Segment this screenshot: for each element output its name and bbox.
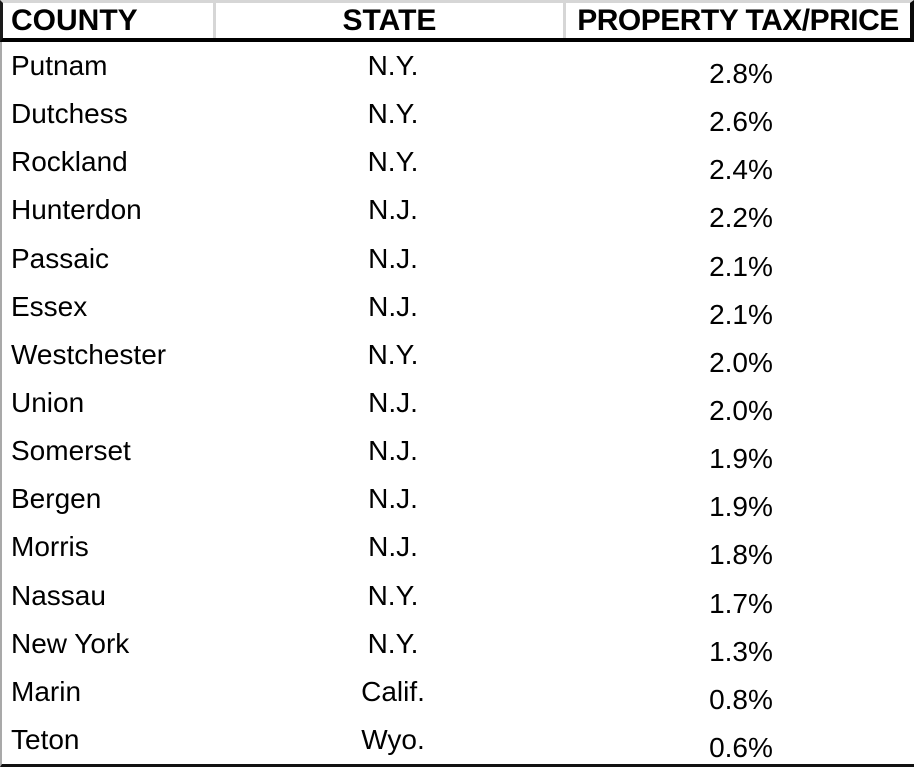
- county-cell: Essex: [11, 290, 88, 322]
- state-cell: N.J.: [368, 387, 418, 419]
- county-cell: Marin: [11, 675, 82, 707]
- table-header-row: COUNTY STATE PROPERTY TAX/PRICE: [0, 0, 914, 42]
- county-cell: Bergen: [11, 483, 102, 515]
- table-row: Teton Wyo. 0.6%: [2, 716, 914, 764]
- state-cell: N.Y.: [367, 627, 419, 659]
- table-row: Passaic N.J. 2.1%: [2, 235, 914, 283]
- county-cell: Westchester: [11, 338, 167, 370]
- county-cell: Putnam: [11, 50, 108, 82]
- table-row: Hunterdon N.J. 2.2%: [2, 186, 914, 234]
- state-cell: Calif.: [361, 675, 425, 707]
- county-cell: Passaic: [11, 242, 110, 274]
- state-cell: N.Y.: [367, 146, 419, 178]
- property-tax-price-cell: 1.9%: [709, 443, 773, 475]
- property-tax-price-cell: 2.0%: [709, 346, 773, 378]
- property-tax-price-cell: 2.1%: [709, 250, 773, 282]
- table-body: Putnam N.Y. 2.8% Dutchess N.Y. 2.6% Rock…: [0, 42, 914, 767]
- table-row: Putnam N.Y. 2.8%: [2, 42, 914, 90]
- column-header-county: COUNTY: [3, 3, 216, 38]
- table-row: Westchester N.Y. 2.0%: [2, 331, 914, 379]
- state-cell: N.J.: [368, 483, 418, 515]
- state-cell: N.J.: [368, 531, 418, 563]
- county-cell: New York: [11, 627, 130, 659]
- county-cell: Morris: [11, 531, 89, 563]
- state-cell: N.Y.: [367, 579, 419, 611]
- table-row: Bergen N.J. 1.9%: [2, 475, 914, 523]
- table-row: Rockland N.Y. 2.4%: [2, 138, 914, 186]
- county-cell: Teton: [11, 724, 80, 756]
- property-tax-price-cell: 0.8%: [709, 683, 773, 715]
- property-tax-price-cell: 2.4%: [709, 154, 773, 186]
- column-header-property-tax-price: PROPERTY TAX/PRICE: [577, 3, 899, 37]
- county-cell: Somerset: [11, 435, 131, 467]
- property-tax-price-cell: 2.6%: [709, 106, 773, 138]
- state-cell: N.J.: [368, 194, 418, 226]
- table-row: Dutchess N.Y. 2.6%: [2, 90, 914, 138]
- property-tax-price-cell: 1.9%: [709, 491, 773, 523]
- table-row: Morris N.J. 1.8%: [2, 523, 914, 571]
- property-tax-price-cell: 2.2%: [709, 202, 773, 234]
- county-cell: Dutchess: [11, 98, 128, 130]
- state-cell: N.Y.: [367, 98, 419, 130]
- table-row: Union N.J. 2.0%: [2, 379, 914, 427]
- county-cell: Union: [11, 387, 85, 419]
- property-tax-price-cell: 0.6%: [709, 732, 773, 764]
- table-row: Marin Calif. 0.8%: [2, 668, 914, 716]
- state-cell: N.Y.: [367, 50, 419, 82]
- property-tax-price-cell: 1.7%: [709, 587, 773, 619]
- property-tax-price-cell: 2.0%: [709, 395, 773, 427]
- county-cell: Rockland: [11, 146, 128, 178]
- state-cell: N.Y.: [367, 338, 419, 370]
- property-tax-price-cell: 1.8%: [709, 539, 773, 571]
- county-cell: Nassau: [11, 579, 106, 611]
- table-row: Somerset N.J. 1.9%: [2, 427, 914, 475]
- column-header-state: STATE: [216, 3, 566, 38]
- property-tax-price-cell: 2.1%: [709, 298, 773, 330]
- table-row: Nassau N.Y. 1.7%: [2, 572, 914, 620]
- property-tax-price-cell: 2.8%: [709, 58, 773, 90]
- state-cell: N.J.: [368, 290, 418, 322]
- state-cell: N.J.: [368, 242, 418, 274]
- state-cell: Wyo.: [361, 724, 425, 756]
- county-cell: Hunterdon: [11, 194, 142, 226]
- table-row: New York N.Y. 1.3%: [2, 620, 914, 668]
- state-cell: N.J.: [368, 435, 418, 467]
- property-tax-price-cell: 1.3%: [709, 635, 773, 667]
- table-row: Essex N.J. 2.1%: [2, 283, 914, 331]
